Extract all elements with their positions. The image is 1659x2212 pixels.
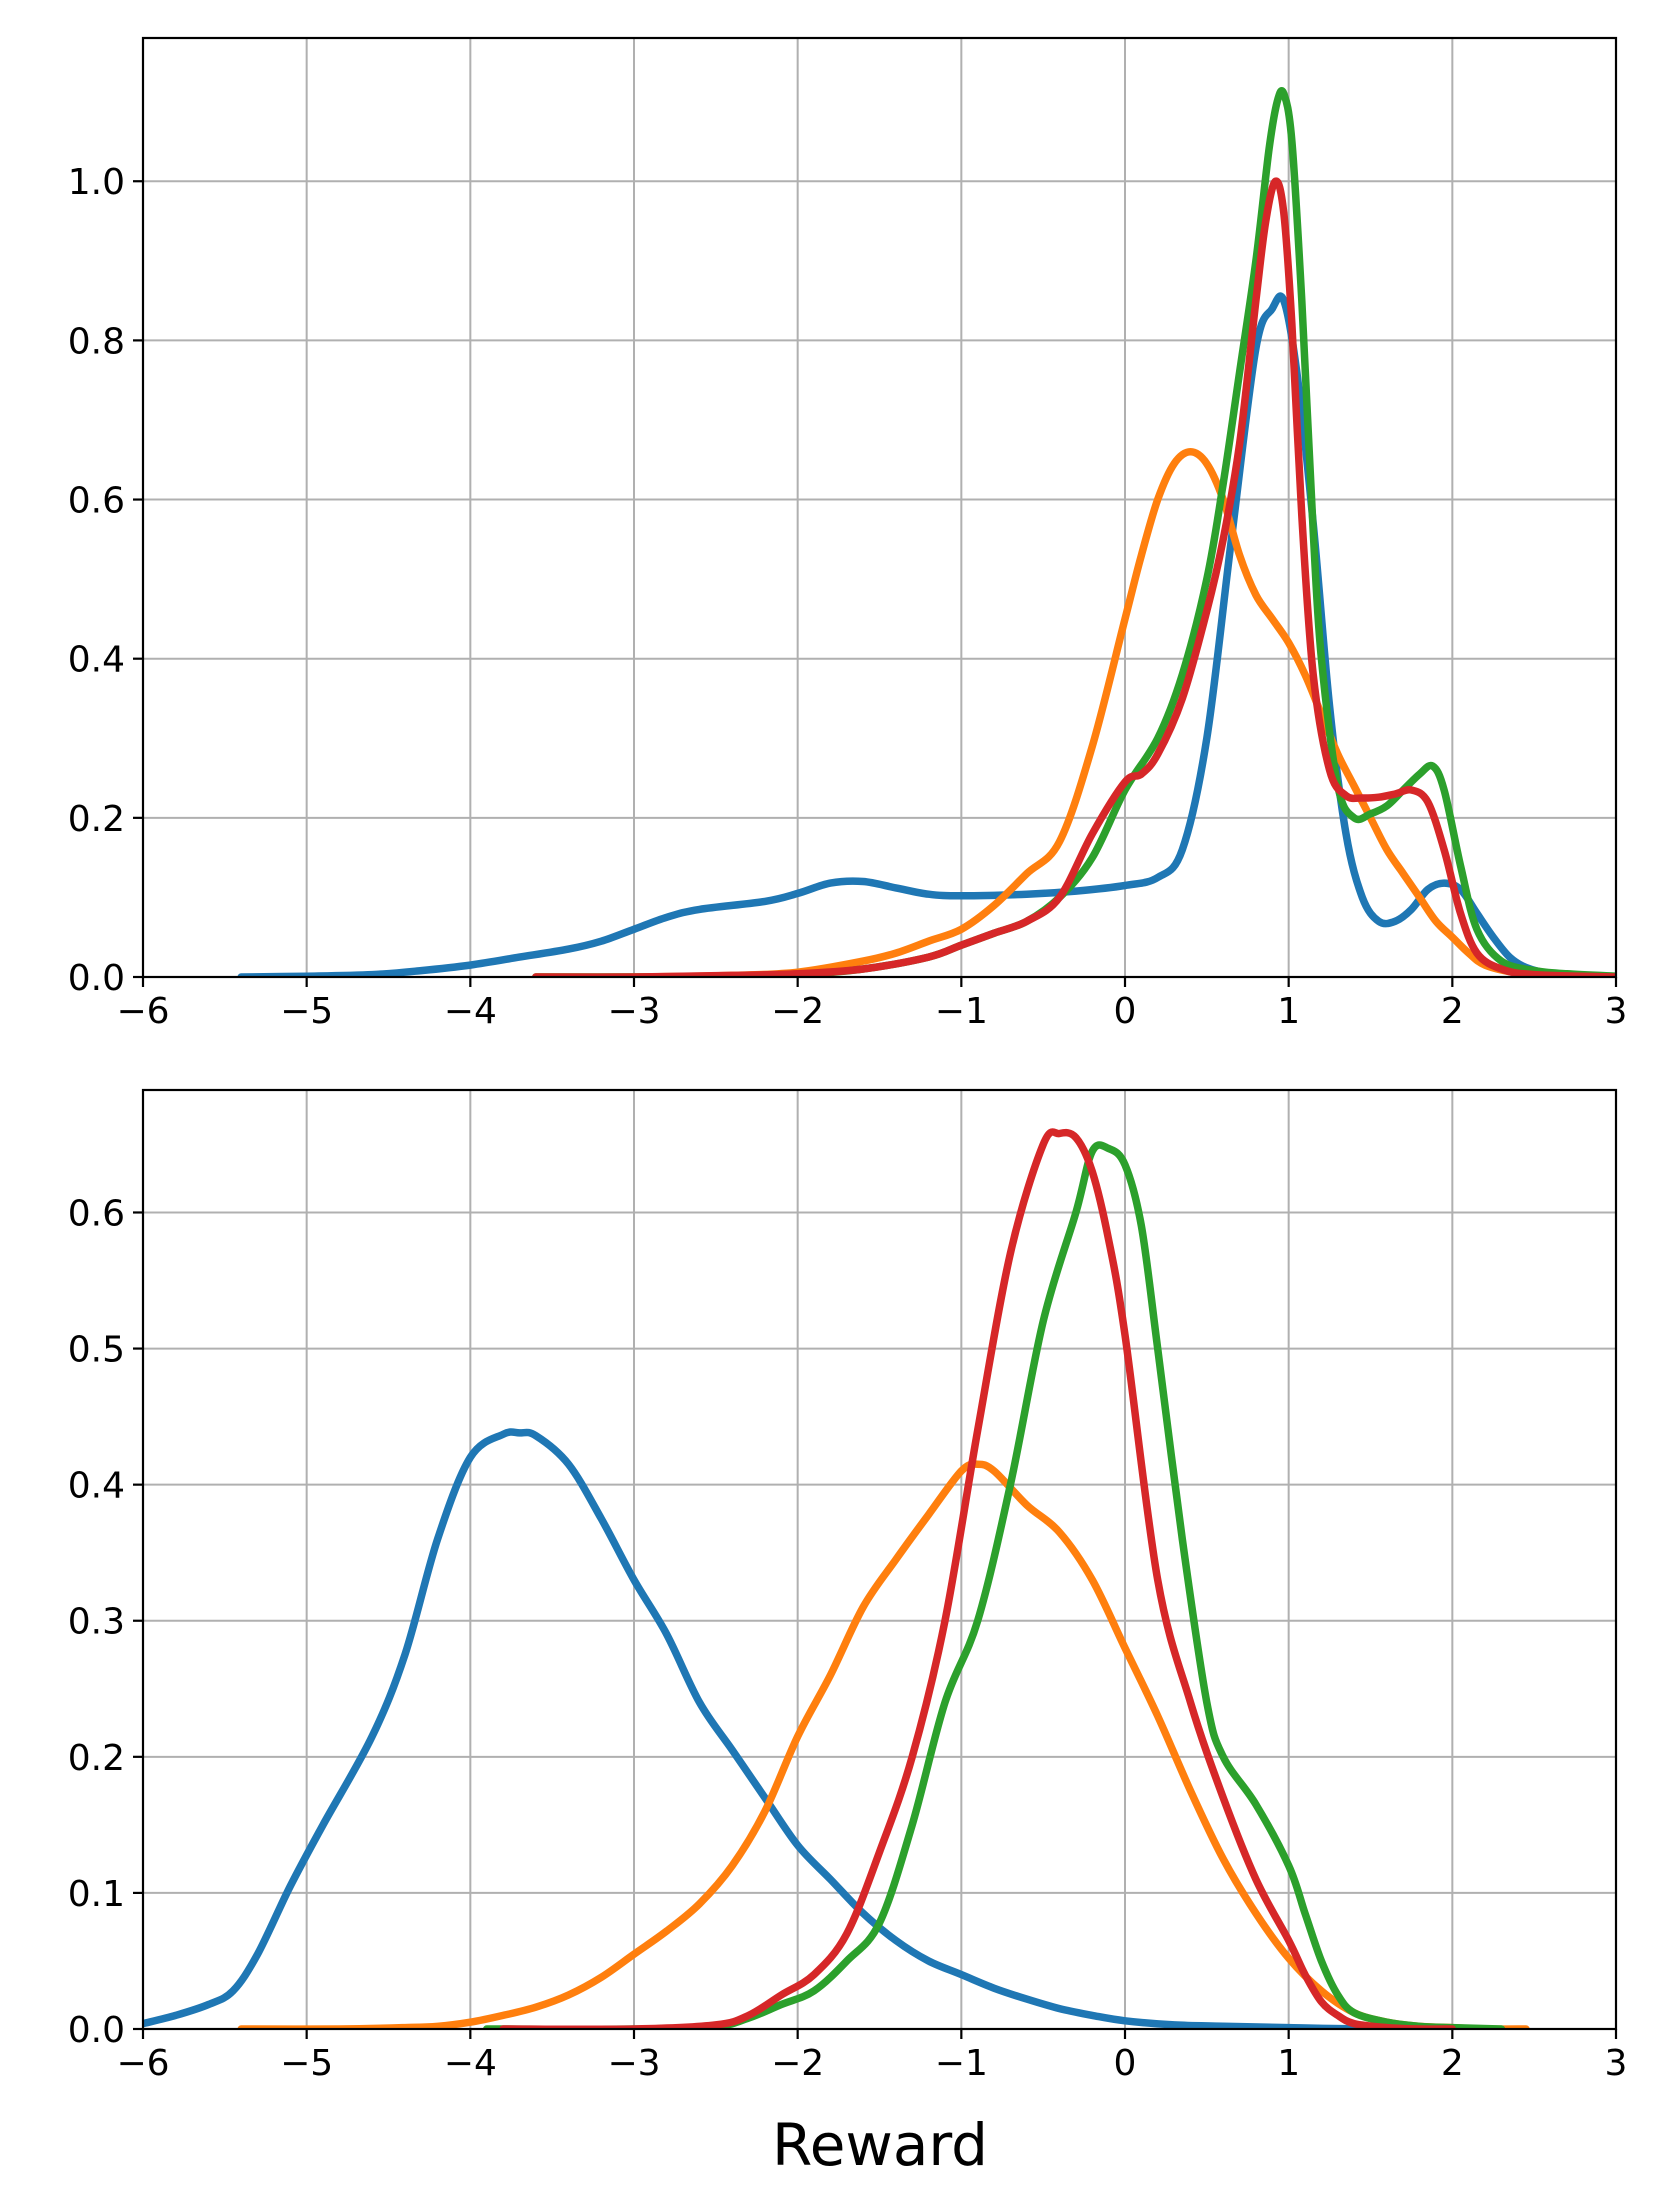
- x-tick-label: 3: [1605, 991, 1628, 1032]
- x-tick-label: −1: [935, 991, 988, 1032]
- bottom-density-panel: −6 −5 −4 −3 −2 −1 0 1 2 3 0.0 0.1 0.2 0.3 0.4 0.5 0.6: [68, 1088, 1628, 2084]
- y-tick-label: 0.3: [68, 1602, 125, 1643]
- x-tick-label: −1: [935, 2043, 988, 2084]
- top-density-panel: −6 −5 −4 −3 −2 −1 0 1 2 3 0.0 0.2 0.4 0.6 0.8 1.0: [68, 36, 1628, 1032]
- y-tick-label: 0.6: [68, 1193, 125, 1234]
- x-tick-label: −4: [444, 991, 497, 1032]
- series-group: [237, 87, 1616, 977]
- x-tick-label: −3: [607, 991, 660, 1032]
- grid: [142, 1090, 1617, 2030]
- x-tick-label: −2: [771, 991, 824, 1032]
- x-tick-label: 1: [1277, 2043, 1300, 2084]
- series-line-3: [532, 87, 1616, 977]
- series-line-1: [143, 1428, 1457, 2029]
- series-line-1: [237, 292, 1616, 977]
- x-tick-label: −4: [444, 2043, 497, 2084]
- x-tick-label: 0: [1114, 991, 1137, 1032]
- x-tick-label: 2: [1441, 2043, 1464, 2084]
- y-tick-label: 0.8: [68, 321, 125, 362]
- y-tick-label: 0.6: [68, 481, 125, 522]
- x-tick-label: 2: [1441, 991, 1464, 1032]
- grid: [142, 38, 1617, 978]
- x-tick-label: −6: [116, 2043, 169, 2084]
- x-tick-label: −5: [280, 2043, 333, 2084]
- x-tick-label: −6: [116, 991, 169, 1032]
- x-tick-label: 1: [1277, 991, 1300, 1032]
- series-line-4: [499, 1128, 1457, 2029]
- x-tick-label: −5: [280, 991, 333, 1032]
- y-tick-label: 0.4: [68, 640, 125, 681]
- series-line-3: [482, 1141, 1506, 2029]
- y-tick-label: 0.5: [68, 1330, 125, 1371]
- y-tick-label: 1.0: [68, 162, 125, 203]
- axes-frame: [141, 36, 1618, 979]
- x-tick-label: 3: [1605, 2043, 1628, 2084]
- x-tick-label: −3: [607, 2043, 660, 2084]
- y-tick-label: 0.1: [68, 1874, 125, 1915]
- y-tick-label: 0.0: [68, 958, 125, 999]
- series-group: [143, 1128, 1530, 2029]
- series-line-4: [532, 177, 1616, 977]
- x-tick-label: 0: [1114, 2043, 1137, 2084]
- x-tick-label: −2: [771, 2043, 824, 2084]
- y-tick-label: 0.0: [68, 2010, 125, 2051]
- axes-frame: [141, 1088, 1618, 2031]
- x-axis-label: Reward: [772, 2111, 988, 2179]
- y-tick-label: 0.4: [68, 1466, 125, 1507]
- y-tick-label: 0.2: [68, 799, 125, 840]
- y-tick-label: 0.2: [68, 1738, 125, 1779]
